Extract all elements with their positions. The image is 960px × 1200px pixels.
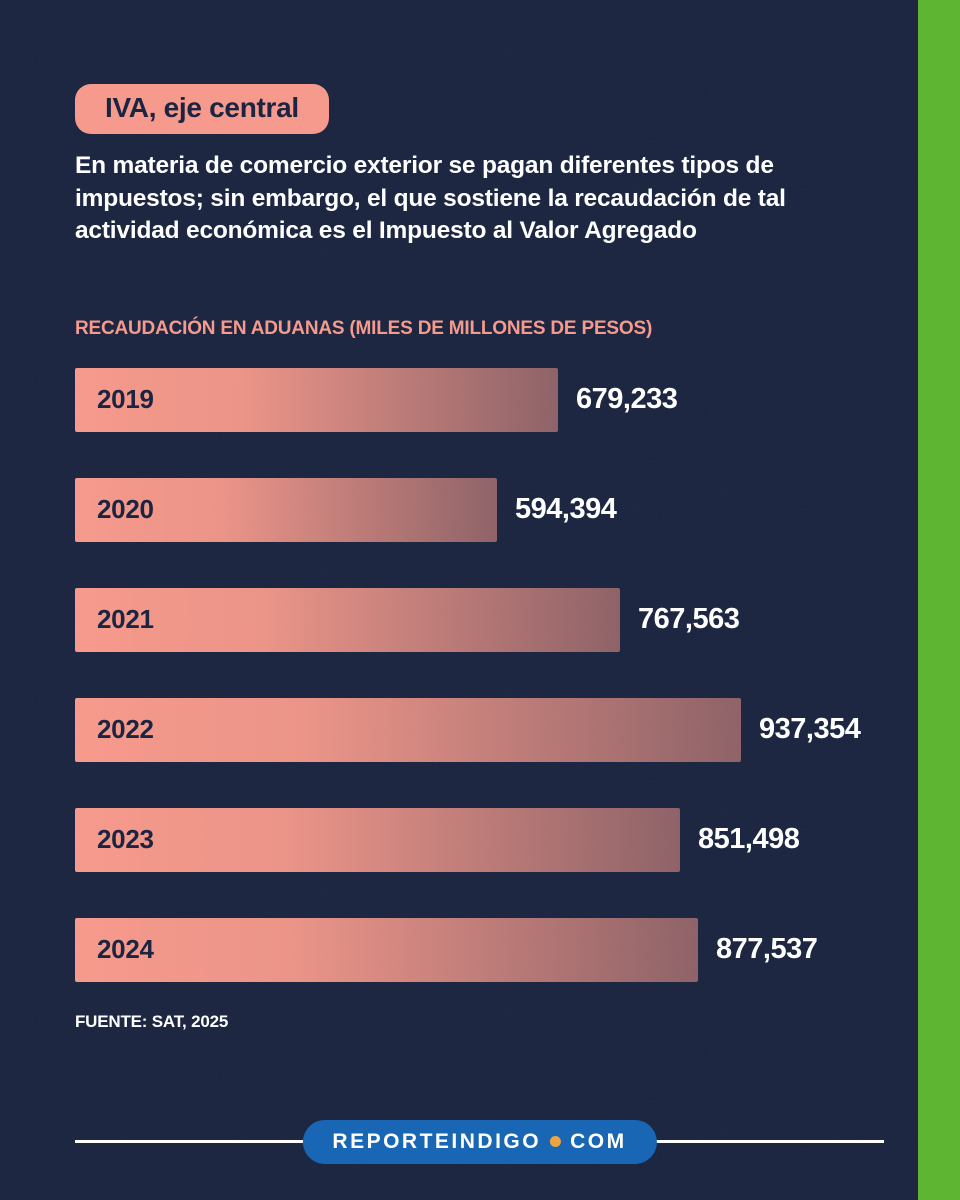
bar: 2019 xyxy=(75,367,558,432)
intro-paragraph: En materia de comercio exterior se pagan… xyxy=(75,152,786,245)
bar: 2024 xyxy=(75,917,698,982)
bar-row: 2024 877,537 xyxy=(75,917,887,982)
bar-year-label: 2019 xyxy=(97,384,154,415)
bar-row: 2019 679,233 xyxy=(75,367,887,432)
bar-row: 2021 767,563 xyxy=(75,587,887,652)
brand-name-right: COM xyxy=(570,1129,627,1153)
title-badge: IVA, eje central xyxy=(75,84,329,134)
source-note: FUENTE: SAT, 2025 xyxy=(75,1011,229,1031)
bar-year-label: 2023 xyxy=(97,824,154,855)
bar-value-label: 679,233 xyxy=(576,383,678,416)
bar-row: 2020 594,394 xyxy=(75,477,887,542)
brand-dot-icon xyxy=(550,1136,562,1147)
bar-value-label: 851,498 xyxy=(698,823,800,856)
bar-value-label: 937,354 xyxy=(759,713,861,746)
content-column: IVA, eje central En materia de comercio … xyxy=(75,0,887,1032)
bar-year-label: 2024 xyxy=(97,934,154,965)
bar: 2022 xyxy=(75,697,741,762)
brand-pill: REPORTEINDIGO COM xyxy=(302,1119,657,1164)
brand-name-left: REPORTEINDIGO xyxy=(332,1129,542,1153)
bar-year-label: 2021 xyxy=(97,604,154,635)
bar: 2020 xyxy=(75,477,497,542)
bar-value-label: 877,537 xyxy=(716,933,818,966)
bar: 2023 xyxy=(75,807,680,872)
bar-chart: 2019 679,233 2020 594,394 2021 767,563 2… xyxy=(75,367,887,982)
bar: 2021 xyxy=(75,587,620,652)
right-edge-green-stripe xyxy=(918,0,960,1200)
chart-title: RECAUDACIÓN EN ADUANAS (MILES DE MILLONE… xyxy=(75,317,653,339)
bar-value-label: 767,563 xyxy=(638,603,740,636)
bar-row: 2023 851,498 xyxy=(75,807,887,872)
footer-divider-line: REPORTEINDIGO COM xyxy=(75,1119,884,1164)
bar-row: 2022 937,354 xyxy=(75,697,887,762)
bar-value-label: 594,394 xyxy=(515,493,617,526)
bar-year-label: 2022 xyxy=(97,714,154,745)
bar-year-label: 2020 xyxy=(97,494,154,525)
